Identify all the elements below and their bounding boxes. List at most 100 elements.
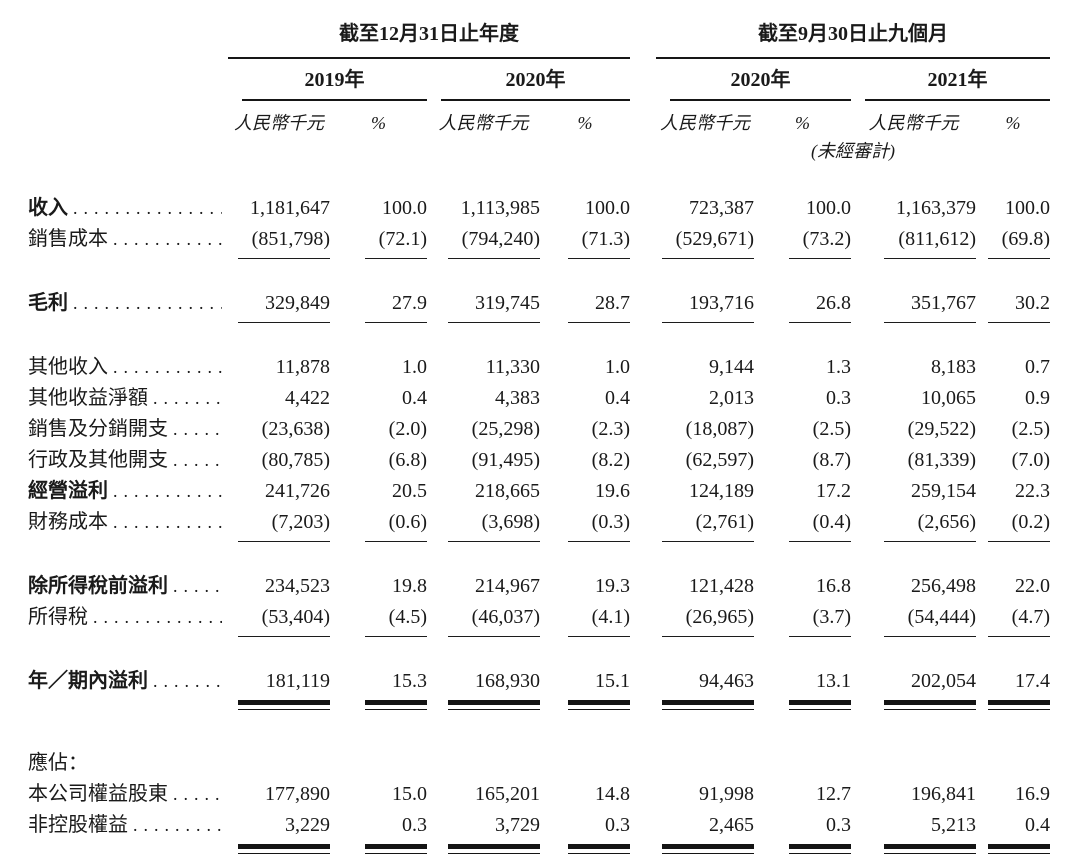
table-row: 銷售成本....................................… bbox=[28, 224, 1050, 264]
table-row: 年／期內溢利..................................… bbox=[28, 642, 1050, 713]
percent-cell: 26.8 bbox=[754, 264, 851, 328]
percent-cell: (3.7) bbox=[754, 602, 851, 642]
row-label: 本公司權益股東.................................… bbox=[28, 779, 228, 810]
row-label: 毛利......................................… bbox=[28, 264, 228, 328]
amount-cell: 3,229 bbox=[228, 810, 330, 857]
amount-cell: 3,729 bbox=[427, 810, 540, 857]
amount-cell: 11,878 bbox=[275, 356, 330, 378]
row-label: 年／期內溢利..................................… bbox=[28, 642, 228, 713]
row-label: 其他收益淨額..................................… bbox=[28, 383, 228, 414]
amount-cell: 5,213 bbox=[851, 810, 976, 857]
row-label: 銷售成本....................................… bbox=[28, 224, 228, 264]
percent-cell: 22.3 bbox=[1015, 480, 1050, 502]
percent-cell: 0.3 bbox=[826, 387, 851, 409]
row-label: 應佔： bbox=[28, 752, 88, 774]
percent-cell: 0.3 bbox=[330, 810, 427, 857]
amount-cell: 2,465 bbox=[656, 810, 754, 857]
percent-cell: 1.3 bbox=[826, 356, 851, 378]
percent-cell: (7.0) bbox=[1011, 449, 1050, 471]
row-label: 除所得稅前溢利.................................… bbox=[28, 547, 228, 602]
percent-cell: 12.7 bbox=[816, 783, 851, 805]
percent-cell: (4.5) bbox=[330, 602, 427, 642]
row-label: 所得稅.....................................… bbox=[28, 602, 228, 642]
amount-cell: 168,930 bbox=[427, 642, 540, 713]
amount-cell: 218,665 bbox=[475, 480, 540, 502]
leader-dots: ........................................… bbox=[173, 576, 222, 596]
leader-dots: ........................................… bbox=[173, 419, 222, 439]
amount-cell: (7,203) bbox=[228, 507, 330, 547]
amount-cell: 202,054 bbox=[851, 642, 976, 713]
percent-cell: 28.7 bbox=[540, 264, 630, 328]
percent-cell: 15.1 bbox=[540, 642, 630, 713]
amount-cell: 723,387 bbox=[689, 197, 754, 219]
amount-cell: 351,767 bbox=[851, 264, 976, 328]
amount-cell: (80,785) bbox=[261, 449, 330, 471]
percent-header: % bbox=[371, 113, 386, 133]
unit-header-row: 人民幣千元 % 人民幣千元 % 人民幣千元 % 人民幣千元 % bbox=[28, 102, 1050, 139]
unit-header: 人民幣千元 bbox=[438, 113, 529, 133]
percent-header: % bbox=[577, 113, 593, 133]
percent-cell: 0.9 bbox=[1025, 387, 1050, 409]
table-row: 財務成本....................................… bbox=[28, 507, 1050, 547]
percent-cell: 19.8 bbox=[392, 575, 427, 597]
income-statement-table: 截至12月31日止年度 截至9月30日止九個月 2019年 2020年 2020… bbox=[28, 14, 1050, 857]
period-group-year-ended: 截至12月31日止年度 bbox=[228, 14, 630, 60]
leader-dots: ........................................… bbox=[153, 388, 222, 408]
amount-cell: (29,522) bbox=[907, 418, 976, 440]
percent-cell: 20.5 bbox=[392, 480, 427, 502]
amount-cell: (18,087) bbox=[685, 418, 754, 440]
percent-cell: 19.3 bbox=[595, 575, 630, 597]
amount-cell: 4,422 bbox=[285, 387, 330, 409]
year-header-2019: 2019年 bbox=[242, 66, 427, 101]
percent-cell bbox=[976, 713, 1050, 779]
amount-cell: (3,698) bbox=[427, 507, 540, 547]
amount-cell: 256,498 bbox=[911, 575, 976, 597]
amount-cell: 177,890 bbox=[265, 783, 330, 805]
percent-cell: 30.2 bbox=[976, 264, 1050, 328]
leader-dots: ........................................… bbox=[173, 784, 222, 804]
percent-cell: 15.3 bbox=[330, 642, 427, 713]
year-header-2020: 2020年 bbox=[441, 66, 630, 101]
leader-dots: ........................................… bbox=[133, 815, 222, 835]
amount-cell: 121,428 bbox=[689, 575, 754, 597]
percent-cell: 100.0 bbox=[806, 197, 851, 219]
percent-cell: (2.5) bbox=[1011, 418, 1050, 440]
percent-cell: 1.0 bbox=[402, 356, 427, 378]
amount-cell: 91,998 bbox=[699, 783, 754, 805]
unit-header: 人民幣千元 bbox=[868, 113, 959, 133]
percent-cell: (4.1) bbox=[540, 602, 630, 642]
table-row: 其他收益淨額..................................… bbox=[28, 383, 1050, 414]
amount-cell: 94,463 bbox=[656, 642, 754, 713]
amount-cell: (46,037) bbox=[427, 602, 540, 642]
percent-cell: 0.3 bbox=[540, 810, 630, 857]
amount-cell: 10,065 bbox=[921, 387, 976, 409]
amount-cell: 319,745 bbox=[427, 264, 540, 328]
leader-dots: ........................................… bbox=[93, 607, 222, 627]
percent-cell: (71.3) bbox=[540, 224, 630, 264]
percent-cell: (2.5) bbox=[812, 418, 851, 440]
amount-cell: (2,761) bbox=[656, 507, 754, 547]
table-row: 銷售及分銷開支.................................… bbox=[28, 414, 1050, 445]
percent-cell: 17.4 bbox=[976, 642, 1050, 713]
amount-cell: (23,638) bbox=[261, 418, 330, 440]
table-row: 毛利......................................… bbox=[28, 264, 1050, 328]
table-row: 行政及其他開支.................................… bbox=[28, 445, 1050, 476]
period-group-title: 截至9月30日止九個月 bbox=[656, 20, 1050, 59]
unaudited-note: (未經審計) bbox=[811, 141, 895, 161]
percent-cell bbox=[540, 713, 630, 779]
amount-cell: (62,597) bbox=[685, 449, 754, 471]
amount-cell: 1,113,985 bbox=[460, 197, 540, 219]
table-body: 收入......................................… bbox=[28, 164, 1050, 857]
amount-cell: 259,154 bbox=[911, 480, 976, 502]
amount-cell: (26,965) bbox=[656, 602, 754, 642]
table-row: 經營溢利....................................… bbox=[28, 476, 1050, 507]
percent-cell: 100.0 bbox=[382, 197, 427, 219]
percent-cell: 22.0 bbox=[1015, 575, 1050, 597]
percent-cell: 0.4 bbox=[402, 387, 427, 409]
amount-cell: 1,181,647 bbox=[250, 197, 330, 219]
percent-header: % bbox=[795, 113, 810, 133]
amount-cell: (529,671) bbox=[656, 224, 754, 264]
percent-cell: (0.4) bbox=[754, 507, 851, 547]
percent-cell: 0.3 bbox=[754, 810, 851, 857]
amount-cell: 1,163,379 bbox=[896, 197, 976, 219]
